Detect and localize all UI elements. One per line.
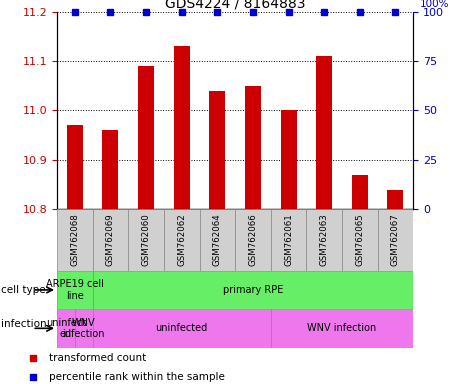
Title: GDS4224 / 8164883: GDS4224 / 8164883 (165, 0, 305, 10)
FancyBboxPatch shape (306, 209, 342, 271)
Bar (245, 86, 261, 209)
Text: GSM762068: GSM762068 (70, 214, 79, 266)
Text: cell type: cell type (1, 285, 46, 295)
Bar (67, 125, 83, 209)
Bar (138, 66, 154, 209)
Text: 100%: 100% (420, 0, 450, 9)
FancyBboxPatch shape (57, 309, 75, 348)
FancyBboxPatch shape (235, 209, 271, 271)
FancyBboxPatch shape (342, 209, 378, 271)
FancyBboxPatch shape (128, 209, 164, 271)
FancyBboxPatch shape (378, 209, 413, 271)
FancyBboxPatch shape (57, 209, 93, 271)
Text: primary RPE: primary RPE (223, 285, 283, 295)
Text: WNV infection: WNV infection (307, 323, 377, 333)
Text: GSM762065: GSM762065 (355, 214, 364, 266)
Text: GSM762062: GSM762062 (177, 214, 186, 266)
Text: GSM762060: GSM762060 (142, 214, 151, 266)
FancyBboxPatch shape (271, 309, 413, 348)
Text: uninfected: uninfected (156, 323, 208, 333)
Text: percentile rank within the sample: percentile rank within the sample (48, 372, 225, 382)
Text: infection: infection (1, 319, 47, 329)
Text: GSM762066: GSM762066 (248, 214, 257, 266)
FancyBboxPatch shape (200, 209, 235, 271)
FancyBboxPatch shape (93, 309, 271, 348)
FancyBboxPatch shape (75, 309, 93, 348)
Bar (352, 175, 368, 209)
Text: GSM762061: GSM762061 (284, 214, 293, 266)
Bar (316, 56, 332, 209)
Text: GSM762069: GSM762069 (106, 214, 115, 266)
Bar (209, 91, 225, 209)
FancyBboxPatch shape (57, 271, 93, 309)
Text: ARPE19 cell
line: ARPE19 cell line (46, 279, 104, 301)
Bar (388, 190, 403, 209)
Text: uninfect
ed: uninfect ed (46, 318, 86, 339)
Bar (281, 111, 296, 209)
Text: GSM762064: GSM762064 (213, 214, 222, 266)
FancyBboxPatch shape (93, 209, 128, 271)
Bar (174, 46, 190, 209)
FancyBboxPatch shape (93, 271, 413, 309)
Bar (103, 130, 118, 209)
Text: GSM762063: GSM762063 (320, 214, 329, 266)
Text: GSM762067: GSM762067 (391, 214, 400, 266)
FancyBboxPatch shape (164, 209, 200, 271)
FancyBboxPatch shape (271, 209, 306, 271)
Text: WNV
infection: WNV infection (63, 318, 105, 339)
Text: transformed count: transformed count (48, 353, 146, 363)
